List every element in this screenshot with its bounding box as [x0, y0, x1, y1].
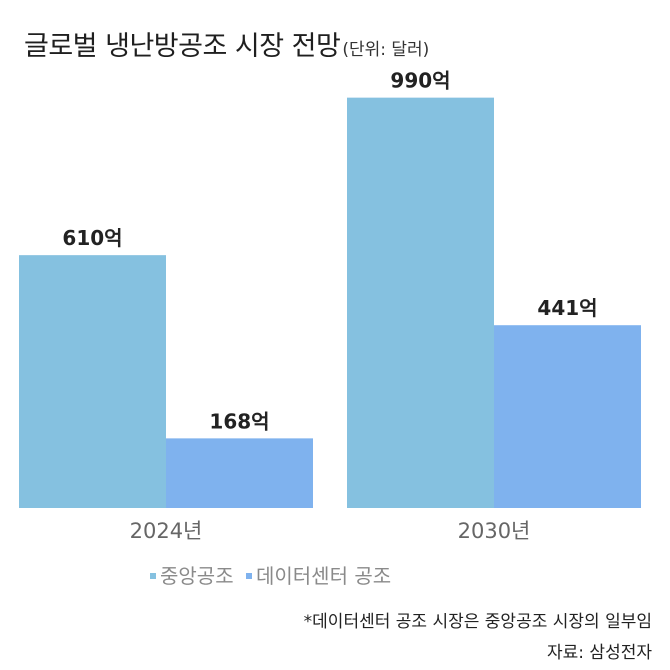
data-label-central-1: 990억: [390, 69, 450, 93]
bar-central-0: [19, 255, 166, 508]
chart-unit: (단위: 달러): [342, 40, 430, 60]
data-label-datacenter-1: 441억: [537, 296, 597, 320]
chart-title-block: 글로벌 냉난방공조 시장 전망 (단위: 달러): [24, 24, 429, 63]
legend-label-central: 중앙공조: [160, 564, 234, 588]
legend-swatch-central: [150, 572, 156, 579]
legend-label-datacenter: 데이터센터 공조: [255, 564, 392, 588]
data-label-central-0: 610억: [62, 226, 122, 250]
bar-central-1: [347, 97, 494, 509]
legend-item-central: 중앙공조: [150, 560, 234, 589]
bar-datacenter-0: [166, 438, 313, 508]
source-note: 자료: 삼성전자: [547, 643, 652, 663]
bar-chart: 610억 168억 2024년 990억 441억 2030년: [19, 69, 641, 543]
legend: 중앙공조 데이터센터 공조: [150, 560, 397, 589]
x-tick-label-0: 2024년: [130, 519, 203, 543]
bar-datacenter-1: [494, 325, 641, 508]
legend-swatch-datacenter: [245, 572, 252, 579]
legend-item-datacenter: 데이터센터 공조: [245, 560, 392, 589]
data-label-datacenter-0: 168억: [209, 409, 269, 433]
footnote: *데이터센터 공조 시장은 중앙공조 시장의 일부임: [303, 612, 652, 632]
x-tick-label-1: 2030년: [458, 519, 531, 543]
chart-title: 글로벌 냉난방공조 시장 전망: [24, 31, 341, 62]
